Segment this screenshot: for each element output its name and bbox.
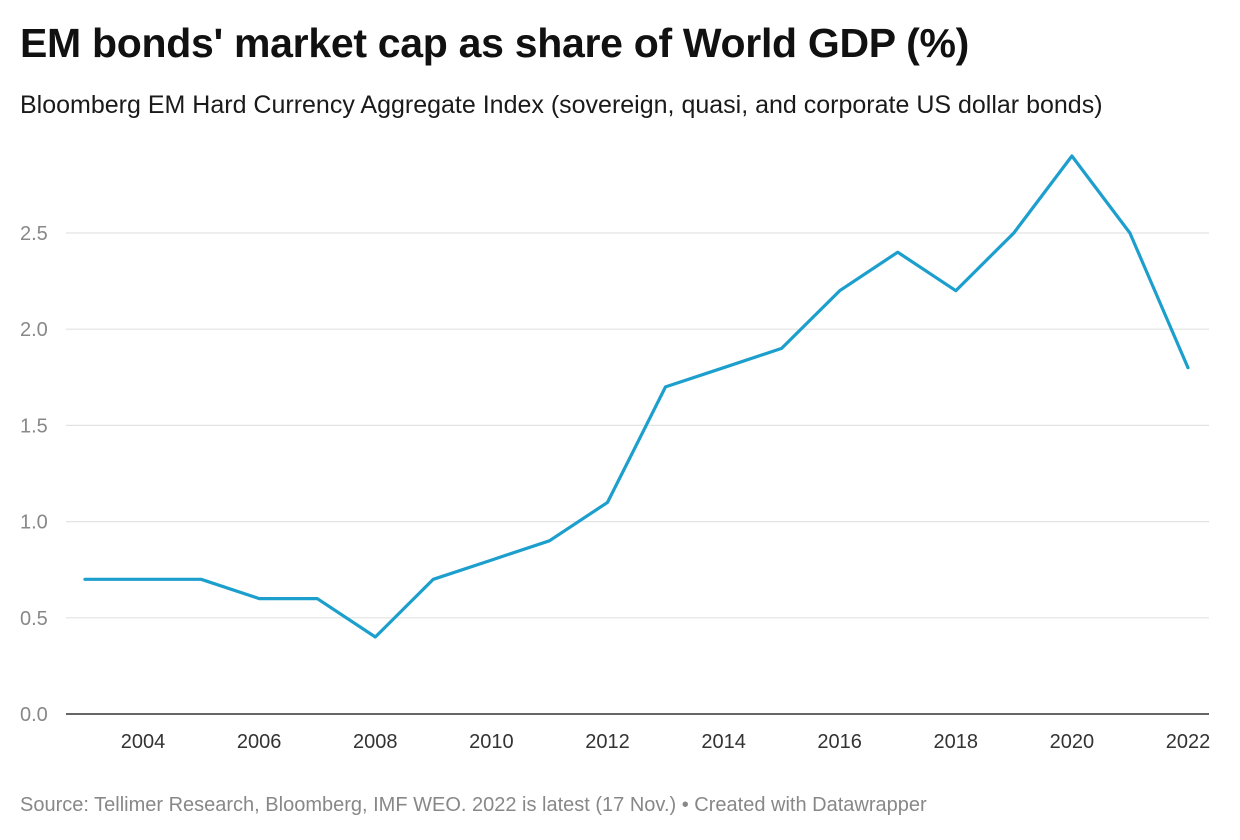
x-tick-label: 2020 bbox=[1050, 731, 1095, 753]
chart-footer: Source: Tellimer Research, Bloomberg, IM… bbox=[20, 794, 927, 817]
footer-separator: • bbox=[676, 794, 695, 816]
x-tick-label: 2016 bbox=[817, 731, 862, 753]
y-axis-ticks: 0.0 0.5 1.0 1.5 2.0 2.5 bbox=[20, 223, 48, 726]
x-tick-label: 2006 bbox=[237, 731, 282, 753]
y-tick-label: 2.5 bbox=[20, 223, 48, 245]
y-tick-label: 0.0 bbox=[20, 704, 48, 726]
x-tick-label: 2014 bbox=[701, 731, 746, 753]
series: 2003: 0.72004: 0.72005: 0.72006: 0.62007… bbox=[83, 154, 1190, 639]
series-line bbox=[83, 154, 1190, 639]
y-tick-label: 1.5 bbox=[20, 415, 48, 437]
gridlines bbox=[66, 232, 1209, 619]
source-note: Source: Tellimer Research, Bloomberg, IM… bbox=[20, 794, 677, 816]
y-tick-label: 0.5 bbox=[20, 608, 48, 630]
x-tick-label: 2012 bbox=[585, 731, 630, 753]
x-tick-label: 2010 bbox=[469, 731, 514, 753]
x-axis-ticks: 2004 2006 2008 2010 2012 2014 2016 2018 2020 2022 bbox=[121, 731, 1210, 753]
x-tick-label: 2022 bbox=[1166, 731, 1211, 753]
y-tick-label: 2.0 bbox=[20, 319, 48, 341]
x-tick-label: 2008 bbox=[353, 731, 398, 753]
chart-subtitle: Bloomberg EM Hard Currency Aggregate Ind… bbox=[20, 91, 1103, 119]
chart-title: EM bonds' market cap as share of World G… bbox=[20, 20, 970, 66]
y-tick-label: 1.0 bbox=[20, 512, 48, 534]
x-tick-label: 2018 bbox=[934, 731, 979, 753]
credit-link[interactable]: Created with Datawrapper bbox=[694, 794, 927, 816]
x-tick-label: 2004 bbox=[121, 731, 166, 753]
